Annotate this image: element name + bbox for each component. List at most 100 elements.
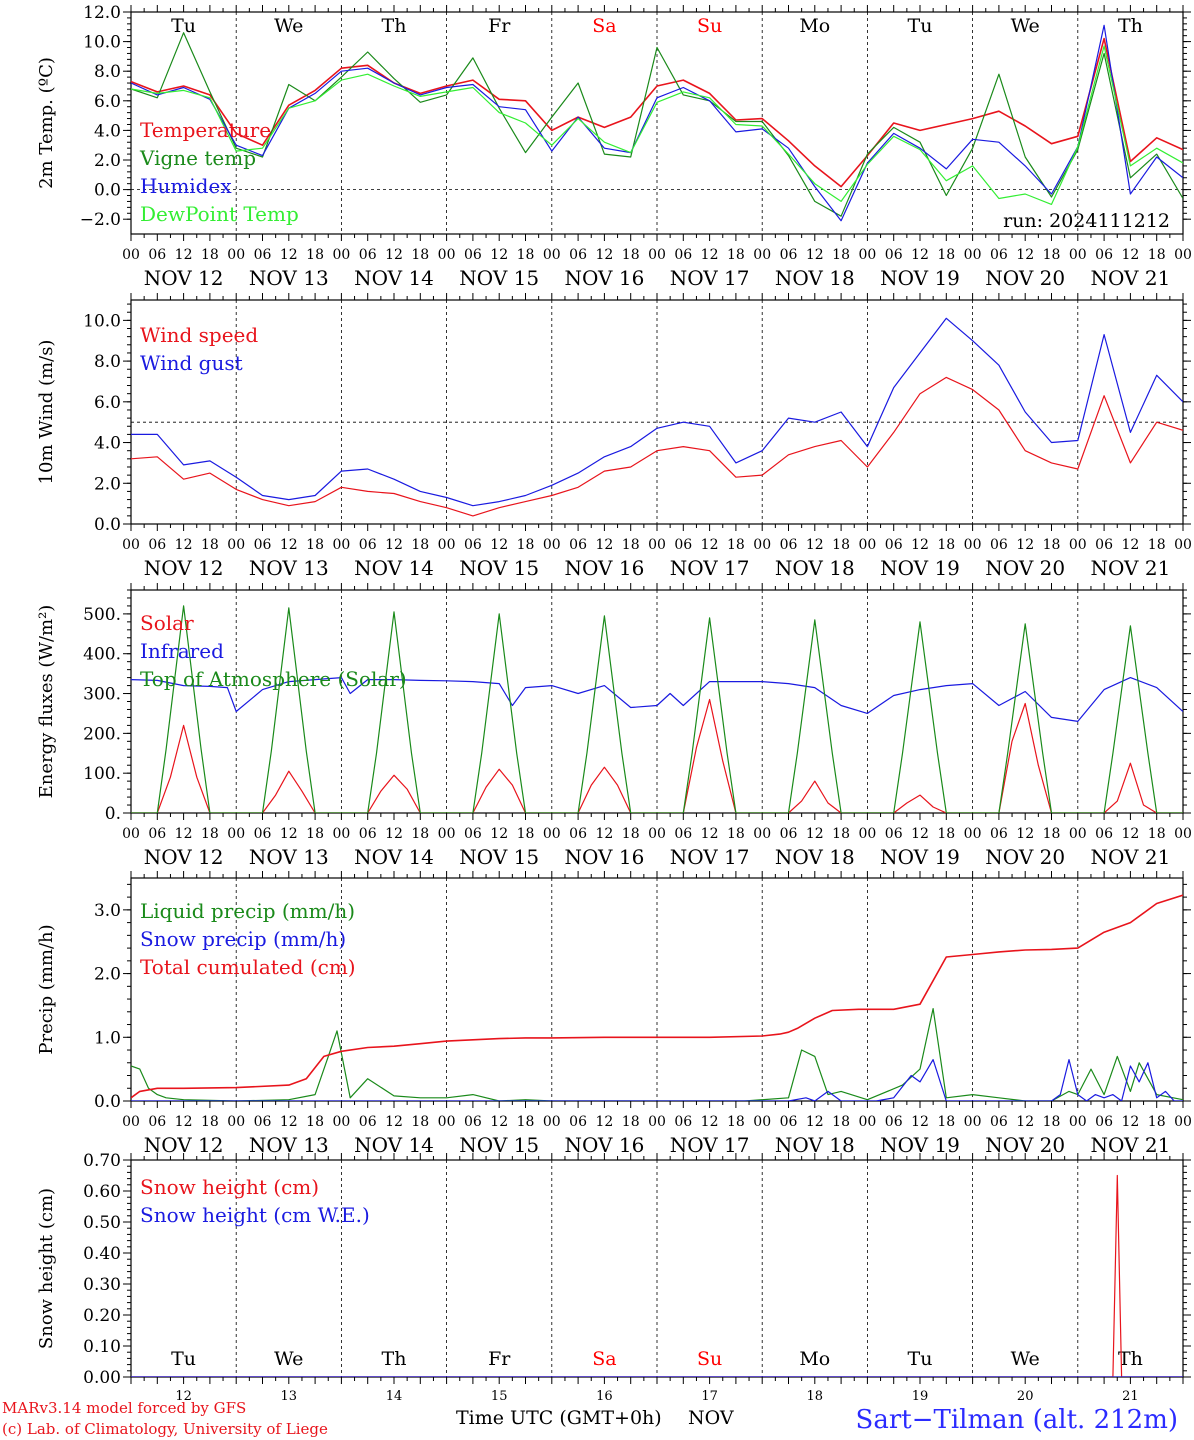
y-axis-label: Energy fluxes (W/m²) [36, 605, 57, 799]
panel-2: 0.0 2.0 4.0 6.0 8.0 10.0 10m Wind (m/s) 00 06 12 1… [36, 293, 1192, 580]
hour-tick-label: 12 [175, 1114, 193, 1130]
hour-tick-label: 06 [254, 1114, 272, 1130]
hour-tick-label: 06 [674, 537, 692, 553]
x-axis-month: NOV [688, 1407, 734, 1429]
hour-tick-label: 06 [885, 1114, 903, 1130]
panel-3: 0. 100. 200. 300. 400. 500. Energy fluxes (W/m… [36, 583, 1192, 869]
hour-tick-label: 06 [1095, 537, 1113, 553]
hour-tick-label: 06 [780, 826, 798, 842]
hour-tick-label: 12 [1016, 247, 1034, 263]
hour-tick-label: 12 [175, 537, 193, 553]
hour-tick-label: 06 [254, 537, 272, 553]
weekday-label: Fr [488, 15, 511, 37]
date-label: NOV 12 [144, 556, 224, 580]
hour-tick-label: 00 [964, 247, 982, 263]
hour-tick-label: 00 [858, 537, 876, 553]
weekday-label: Su [697, 15, 722, 37]
legend-entry: Temperature [140, 118, 271, 142]
day-number-label: 19 [912, 1389, 929, 1404]
date-label: NOV 17 [670, 556, 750, 580]
hour-tick-label: 12 [385, 1114, 403, 1130]
hour-tick-label: 06 [569, 247, 587, 263]
y-tick-label: 0.0 [94, 1092, 121, 1112]
hour-tick-label: 12 [1121, 826, 1139, 842]
hour-tick-label: 00 [543, 247, 561, 263]
y-tick-label: 10.0 [83, 311, 121, 331]
weekday-label: Mo [799, 15, 830, 37]
series-line-1-2 [131, 32, 1183, 217]
hour-tick-label: 06 [780, 537, 798, 553]
date-label: NOV 18 [775, 266, 855, 290]
hour-tick-label: 18 [201, 537, 219, 553]
y-tick-label: 0.00 [83, 1368, 121, 1388]
weekday-label: We [274, 15, 303, 37]
hour-tick-label: 12 [911, 826, 929, 842]
hour-tick-label: 06 [254, 826, 272, 842]
hour-tick-label: 06 [674, 1114, 692, 1130]
weekday-label: Tu [171, 15, 196, 37]
hour-tick-label: 06 [464, 537, 482, 553]
hour-tick-label: 18 [411, 247, 429, 263]
legend-entry: Total cumulated (cm) [140, 955, 356, 979]
panel-1: −2.0 0.0 2.0 4.0 6.0 8.0 10.0 12.0 2m Temp. (ºC)… [36, 3, 1192, 290]
hour-tick-label: 18 [727, 247, 745, 263]
hour-tick-label: 18 [937, 1114, 955, 1130]
day-number-label: 21 [1122, 1389, 1139, 1404]
date-label: NOV 17 [670, 266, 750, 290]
series-line-1-3 [131, 24, 1183, 222]
date-label: NOV 13 [249, 845, 329, 869]
y-tick-label: 0.30 [83, 1275, 121, 1295]
hour-tick-label: 18 [306, 826, 324, 842]
hour-tick-label: 06 [569, 826, 587, 842]
hour-tick-label: 12 [701, 1114, 719, 1130]
credit-lab: (c) Lab. of Climatology, University of L… [2, 1420, 328, 1438]
weekday-label: We [274, 1348, 303, 1370]
hour-tick-label: 06 [990, 1114, 1008, 1130]
hour-tick-label: 12 [490, 247, 508, 263]
legend-entry: Snow height (cm W.E.) [140, 1203, 370, 1227]
hour-tick-label: 06 [148, 537, 166, 553]
station-name: Sart−Tilman (alt. 212m) [856, 1405, 1178, 1435]
hour-tick-label: 18 [306, 537, 324, 553]
hour-tick-label: 12 [701, 826, 719, 842]
date-label: NOV 13 [249, 556, 329, 580]
chart-panels: −2.0 0.0 2.0 4.0 6.0 8.0 10.0 12.0 2m Temp. (ºC)… [36, 3, 1192, 1404]
hour-tick-label: 18 [832, 1114, 850, 1130]
weekday-label: We [1011, 15, 1040, 37]
hour-tick-label: 00 [964, 537, 982, 553]
hour-tick-label: 06 [464, 826, 482, 842]
hour-tick-label: 06 [885, 537, 903, 553]
y-tick-label: 0.60 [83, 1182, 121, 1202]
hour-tick-label: 18 [517, 1114, 535, 1130]
hour-tick-label: 00 [332, 537, 350, 553]
hour-tick-label: 18 [1043, 247, 1061, 263]
hour-tick-label: 00 [753, 537, 771, 553]
hour-tick-label: 00 [1174, 826, 1192, 842]
hour-tick-label: 12 [1121, 247, 1139, 263]
y-tick-label: 10.0 [83, 33, 121, 53]
hour-tick-label: 12 [911, 247, 929, 263]
hour-tick-label: 18 [306, 247, 324, 263]
hour-tick-label: 00 [122, 1114, 140, 1130]
y-axis-label: 10m Wind (m/s) [36, 340, 57, 485]
y-tick-label: 0. [105, 804, 121, 824]
series-line-3-3 [131, 605, 1183, 813]
weekday-label: Th [1118, 15, 1143, 37]
hour-tick-label: 18 [622, 826, 640, 842]
hour-tick-label: 12 [701, 247, 719, 263]
hour-tick-label: 00 [227, 247, 245, 263]
weekday-label: Mo [799, 1348, 830, 1370]
panel-4: 0.0 1.0 2.0 3.0 Precip (mm/h) 00 06 12 18 00 06 12 1… [36, 871, 1192, 1157]
hour-tick-label: 12 [280, 537, 298, 553]
date-label: NOV 15 [459, 266, 539, 290]
hour-tick-label: 00 [227, 1114, 245, 1130]
hour-tick-label: 12 [175, 826, 193, 842]
y-tick-label: 8.0 [94, 62, 121, 82]
run-label: run: 2024111212 [1003, 210, 1170, 232]
series-line-1-4 [131, 45, 1183, 205]
y-tick-label: 400. [83, 645, 121, 665]
y-tick-label: 0.0 [94, 515, 121, 535]
hour-tick-label: 00 [543, 537, 561, 553]
y-tick-label: 0.70 [83, 1151, 121, 1171]
